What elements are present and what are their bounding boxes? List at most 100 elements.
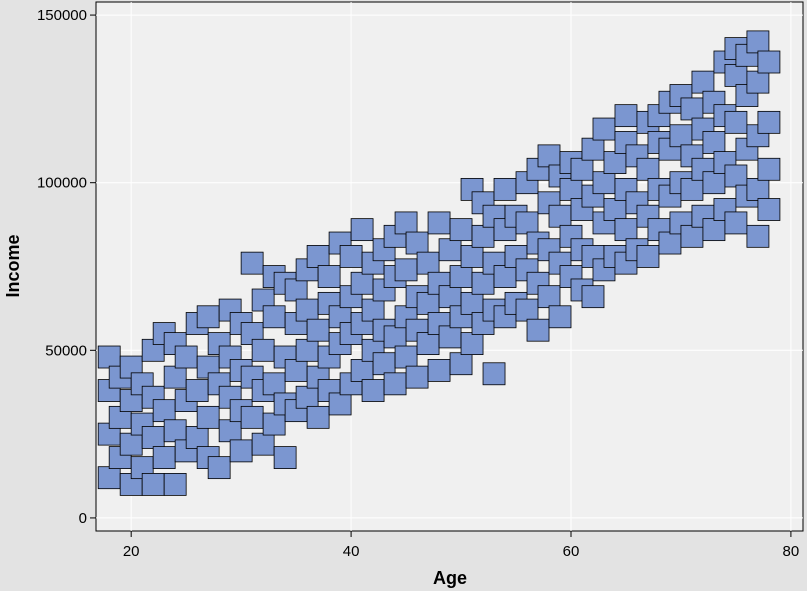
- point: [449, 352, 473, 376]
- point: [482, 362, 506, 386]
- point: [119, 432, 143, 456]
- point: [427, 211, 451, 235]
- point: [526, 318, 550, 342]
- point: [163, 419, 187, 443]
- point: [603, 198, 627, 221]
- point: [207, 456, 231, 480]
- point: [471, 271, 495, 295]
- point: [141, 426, 165, 449]
- point: [240, 405, 264, 429]
- point: [251, 432, 275, 456]
- point: [185, 379, 209, 402]
- point: [185, 426, 209, 449]
- point: [757, 198, 781, 221]
- point: [141, 473, 165, 496]
- point: [339, 245, 363, 268]
- point: [152, 399, 176, 423]
- point: [427, 359, 451, 382]
- point: [570, 157, 594, 181]
- point: [702, 131, 726, 154]
- point: [515, 211, 539, 235]
- point: [471, 224, 495, 248]
- point: [691, 70, 715, 94]
- y-tick-label: 150000: [37, 7, 87, 24]
- point: [746, 224, 770, 248]
- point: [757, 110, 781, 134]
- point: [724, 211, 748, 235]
- x-tick-label: 20: [123, 543, 140, 560]
- point: [658, 231, 682, 255]
- point: [636, 245, 660, 268]
- point: [746, 177, 770, 201]
- point: [394, 258, 418, 282]
- point: [438, 325, 462, 349]
- point: [702, 171, 726, 195]
- point: [240, 251, 264, 275]
- point: [460, 332, 484, 356]
- point: [350, 359, 374, 382]
- point: [614, 104, 638, 128]
- point: [394, 211, 418, 235]
- y-tick-label: 0: [79, 510, 87, 527]
- point: [405, 231, 429, 255]
- point: [306, 318, 330, 342]
- point: [438, 238, 462, 262]
- point: [251, 338, 275, 362]
- point: [383, 372, 407, 396]
- point: [493, 265, 517, 288]
- point: [559, 177, 583, 201]
- point: [350, 218, 374, 242]
- x-tick-label: 60: [563, 543, 580, 560]
- point: [284, 359, 308, 382]
- point: [680, 97, 704, 121]
- axes: 20 40 60 80 0 50000 100000 150000: [37, 7, 799, 560]
- point: [328, 392, 352, 416]
- point: [581, 137, 605, 161]
- point: [592, 171, 616, 195]
- point: [757, 157, 781, 181]
- point: [284, 278, 308, 302]
- point: [97, 466, 121, 490]
- x-tick-label: 80: [783, 543, 800, 560]
- point: [196, 305, 220, 329]
- point: [350, 271, 374, 295]
- point: [592, 117, 616, 141]
- point: [746, 70, 770, 94]
- point: [361, 298, 385, 322]
- point: [306, 245, 330, 268]
- point: [416, 332, 440, 356]
- point: [163, 365, 187, 389]
- point: [581, 285, 605, 309]
- point: [449, 265, 473, 288]
- point: [636, 157, 660, 181]
- point: [416, 251, 440, 275]
- point: [614, 218, 638, 242]
- point: [394, 345, 418, 369]
- point: [724, 164, 748, 188]
- point: [152, 446, 176, 469]
- point: [196, 405, 220, 429]
- point: [460, 245, 484, 268]
- point: [273, 446, 297, 469]
- point: [438, 285, 462, 309]
- point: [361, 379, 385, 402]
- point: [757, 50, 781, 74]
- point: [295, 338, 319, 362]
- point: [405, 365, 429, 389]
- point: [702, 218, 726, 242]
- point: [548, 305, 572, 329]
- point: [163, 473, 187, 496]
- point: [262, 305, 286, 329]
- x-tick-label: 40: [343, 543, 360, 560]
- point: [680, 224, 704, 248]
- point: [603, 151, 627, 174]
- point: [317, 265, 341, 288]
- y-axis-label: Income: [3, 234, 23, 297]
- points: [97, 30, 781, 496]
- x-axis-label: Age: [433, 568, 467, 588]
- point: [295, 298, 319, 322]
- point: [746, 30, 770, 54]
- point: [174, 345, 198, 369]
- y-tick-label: 100000: [37, 175, 87, 192]
